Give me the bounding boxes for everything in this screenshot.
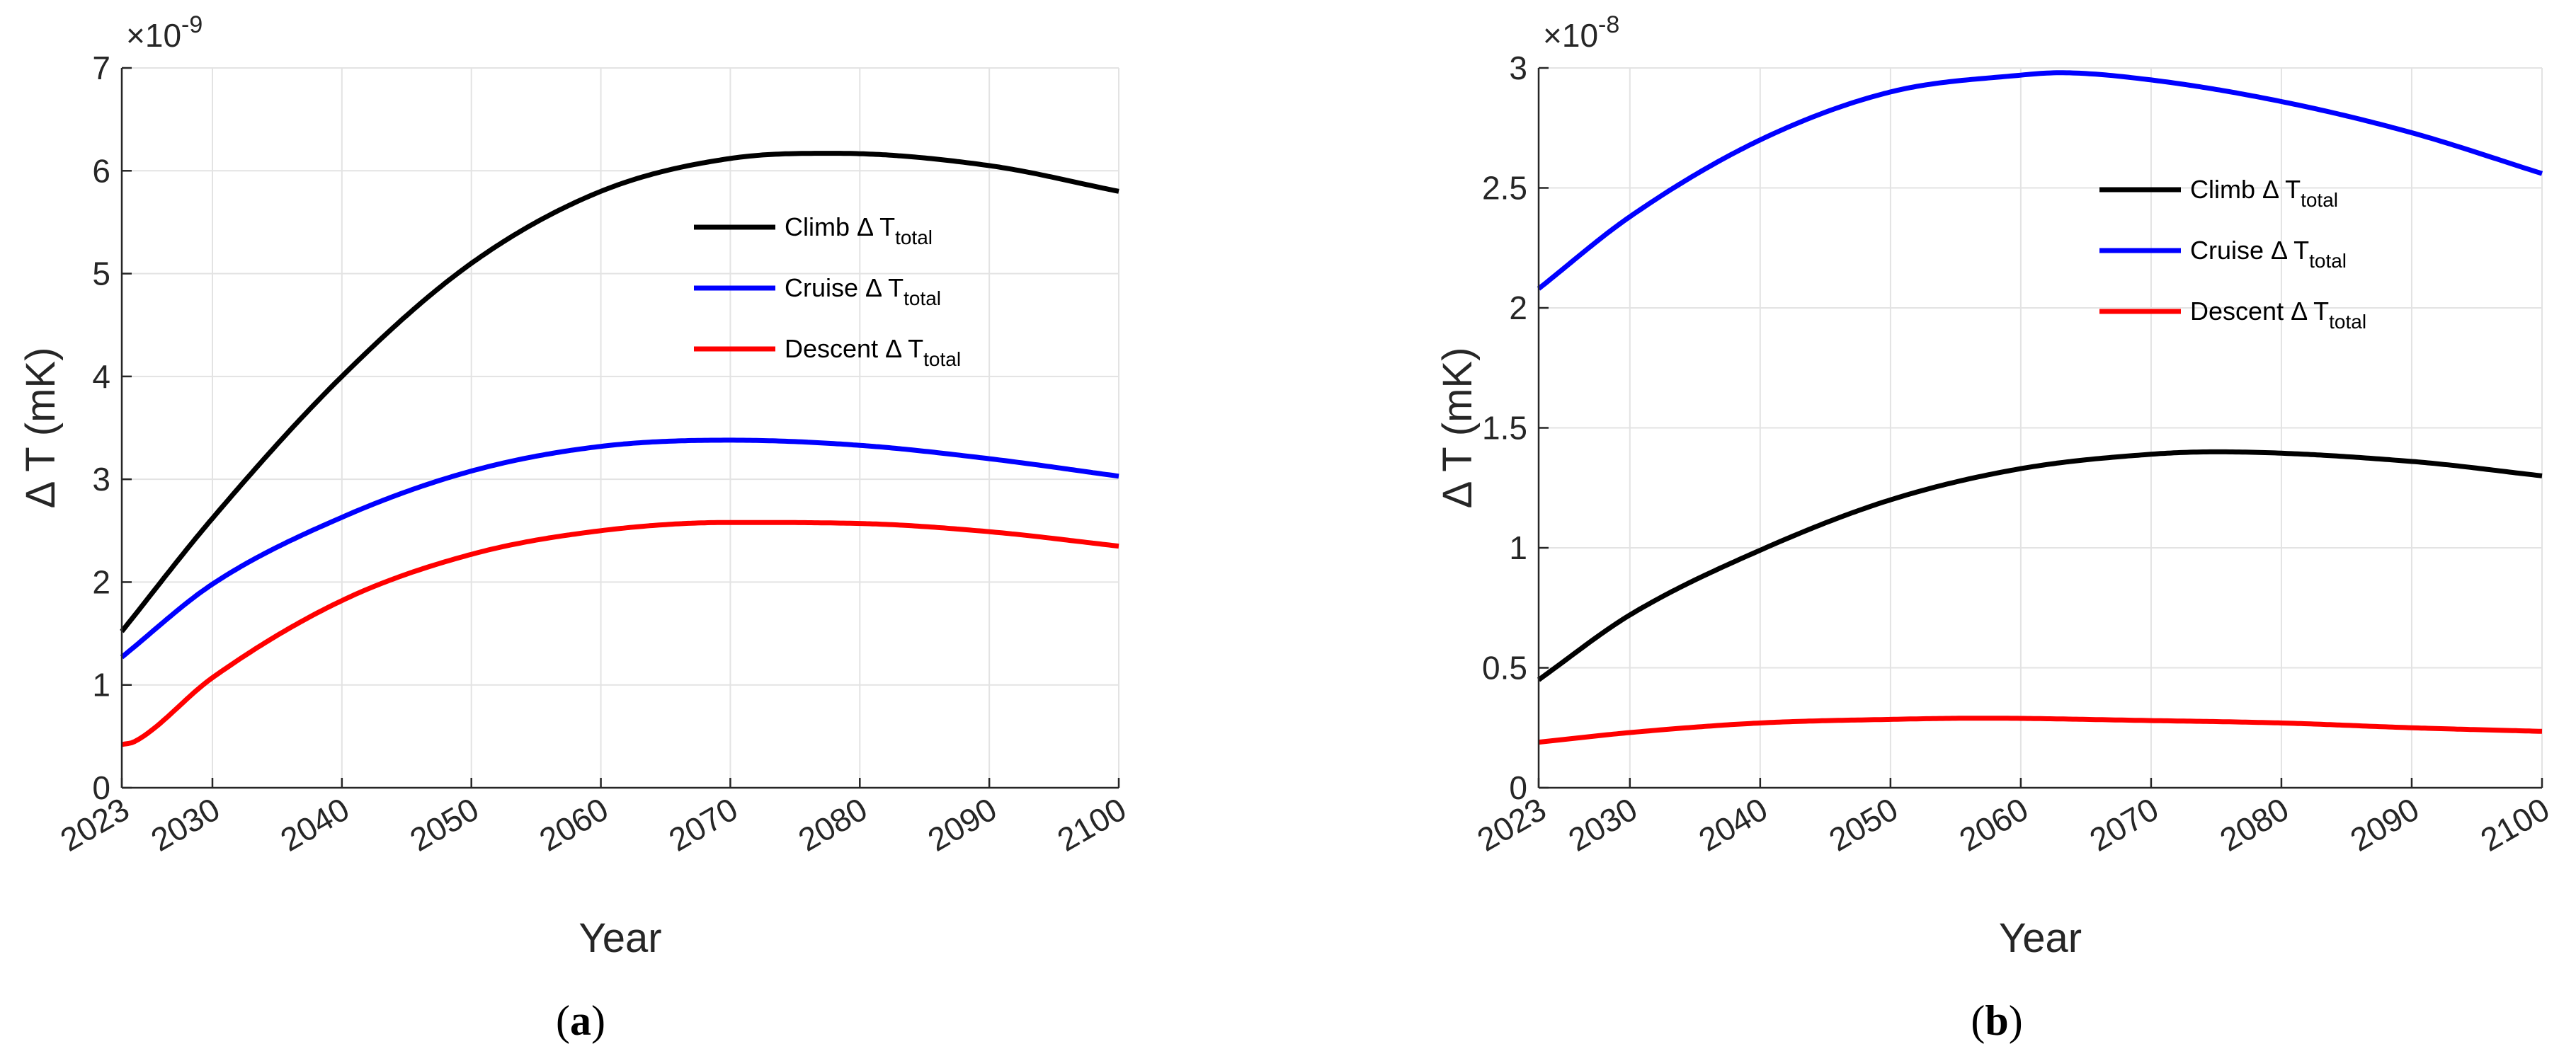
y-tick-label: 2	[92, 563, 110, 600]
y-tick-label: 7	[92, 50, 110, 86]
x-tick-label: 2040	[1692, 791, 1774, 859]
legend-entry-descent: Descent Δ Ttotal	[785, 334, 961, 370]
y-tick-label: 0	[1509, 769, 1527, 806]
y-tick-label: 0.5	[1482, 650, 1527, 687]
series-line-descent	[1538, 716, 2543, 745]
y-tick-label: 3	[92, 461, 110, 498]
series-line-descent	[121, 520, 1119, 747]
y-tick-label: 2.5	[1482, 170, 1527, 207]
plot-area	[122, 68, 1119, 788]
x-tick-label: 2090	[2344, 791, 2425, 859]
y-tick-label: 1	[1509, 529, 1527, 566]
series-line-cruise	[1537, 70, 2543, 291]
x-tick-label: 2100	[1051, 791, 1132, 859]
y-tick-label: 3	[1509, 50, 1527, 86]
legend-entry-descent: Descent Δ Ttotal	[2190, 297, 2366, 333]
series-line-climb	[120, 151, 1119, 633]
panel-label: (a)	[556, 997, 605, 1044]
x-tick-label: 2050	[404, 791, 485, 859]
x-tick-label: 2060	[1953, 791, 2034, 859]
panel-label: (b)	[1971, 997, 2022, 1044]
x-tick-label: 2060	[533, 791, 615, 859]
y-tick-label: 2	[1509, 289, 1527, 326]
x-axis-label: Year	[1999, 915, 2082, 961]
x-tick-label: 2030	[144, 791, 226, 859]
legend-entry-climb: Climb Δ Ttotal	[2190, 175, 2338, 211]
y-axis-label: Δ T (mK)	[1435, 348, 1481, 509]
x-tick-label: 2030	[1562, 791, 1643, 859]
y-tick-label: 0	[92, 769, 110, 806]
x-tick-label: 2080	[2213, 791, 2295, 859]
x-tick-label: 2090	[922, 791, 1003, 859]
y-tick-label: 6	[92, 152, 110, 189]
series-line-climb	[1537, 449, 2543, 682]
y-tick-label: 1	[92, 667, 110, 704]
legend-entry-climb: Climb Δ Ttotal	[785, 212, 933, 248]
x-axis-label: Year	[579, 915, 661, 961]
x-tick-label: 2080	[792, 791, 874, 859]
x-tick-label: 2040	[274, 791, 355, 859]
y-tick-label: 1.5	[1482, 410, 1527, 447]
y-tick-label: 4	[92, 358, 110, 395]
y-tick-label: 5	[92, 256, 110, 292]
x-tick-label: 2050	[1823, 791, 1904, 859]
legend-entry-cruise: Cruise Δ Ttotal	[785, 273, 941, 309]
x-tick-label: 2100	[2474, 791, 2555, 859]
y-exponent-label: ×10-8	[1543, 11, 1619, 54]
y-axis-label: Δ T (mK)	[18, 348, 64, 509]
x-tick-label: 2070	[663, 791, 744, 859]
legend-entry-cruise: Cruise Δ Ttotal	[2190, 236, 2347, 272]
x-tick-label: 2070	[2083, 791, 2165, 859]
y-exponent-label: ×10-9	[126, 11, 203, 54]
series-line-cruise	[120, 437, 1119, 660]
